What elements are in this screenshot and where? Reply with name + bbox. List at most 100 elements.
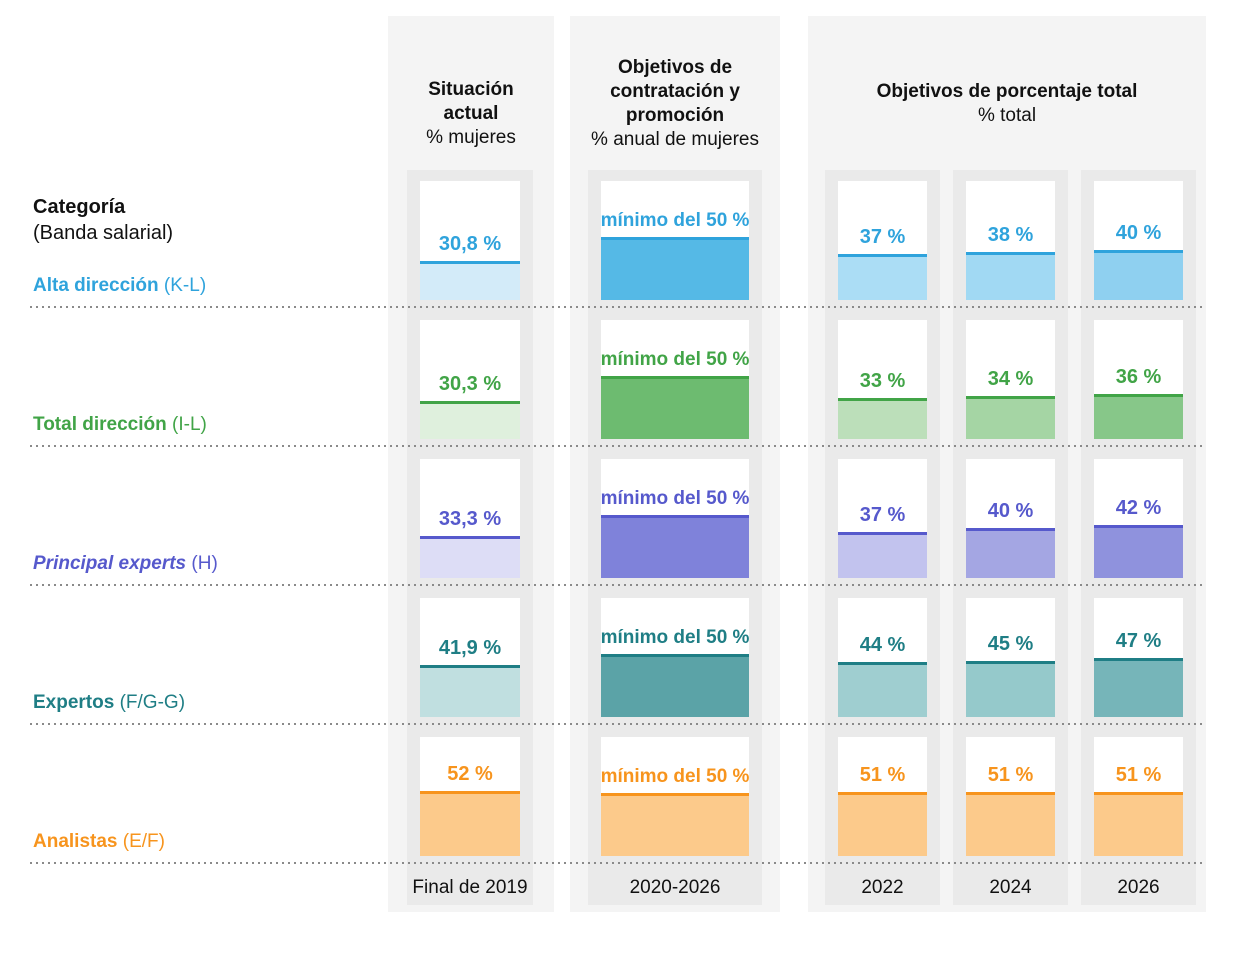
- bar-value-label: 40 %: [1115, 222, 1162, 244]
- row-separator: [30, 584, 1206, 586]
- bar: [601, 793, 749, 856]
- bar-value-label: 44 %: [859, 634, 906, 656]
- bar: [420, 261, 520, 300]
- category-header-title: Categoría: [33, 196, 126, 218]
- panel-current-subtitle: % mujeres: [426, 127, 516, 148]
- bar-cell: 51 %: [966, 737, 1055, 856]
- bar-value-label: mínimo del 50 %: [600, 210, 750, 231]
- row-separator: [30, 723, 1206, 725]
- bar: [838, 532, 927, 578]
- bar: [601, 515, 749, 578]
- panel-total-title: Objetivos de porcentaje total: [876, 81, 1138, 102]
- bar-value-label: mínimo del 50 %: [600, 349, 750, 370]
- row-separator: [30, 306, 1206, 308]
- bar: [420, 536, 520, 578]
- bar-cell: 37 %: [838, 181, 927, 300]
- row-label-band: (K-L): [158, 275, 207, 296]
- row-label-alta-direcci-n: Alta dirección (K-L): [33, 272, 206, 300]
- bar-value-label: 38 %: [987, 224, 1034, 246]
- bar: [601, 654, 749, 717]
- bar-value-label: 37 %: [859, 504, 906, 526]
- bar-cell: 44 %: [838, 598, 927, 717]
- bar: [966, 528, 1055, 578]
- bar-value-label: 30,3 %: [438, 373, 502, 395]
- bar-value-label: 41,9 %: [438, 637, 502, 659]
- bar: [1094, 394, 1183, 439]
- bar-cell: 37 %: [838, 459, 927, 578]
- bar: [601, 237, 749, 300]
- bar: [420, 401, 520, 439]
- bar-cell: 51 %: [838, 737, 927, 856]
- category-header: Categoría (Banda salarial): [33, 194, 173, 246]
- bar-value-label: mínimo del 50 %: [600, 766, 750, 787]
- bar-cell: 30,3 %: [420, 320, 520, 439]
- column-2026-track: 2026 40 % 36 % 42 % 47 % 51 %: [1081, 170, 1196, 905]
- row-label-band: (H): [186, 553, 218, 574]
- bar-value-label: 51 %: [859, 764, 906, 786]
- panel-total-header: Objetivos de porcentaje total % total: [808, 80, 1206, 128]
- bar-cell: 41,9 %: [420, 598, 520, 717]
- bar-cell: 47 %: [1094, 598, 1183, 717]
- axis-label-2026: 2026: [1117, 877, 1160, 898]
- row-label-analistas: Analistas (E/F): [33, 828, 165, 856]
- bar-cell: 42 %: [1094, 459, 1183, 578]
- bar-value-label: 51 %: [1115, 764, 1162, 786]
- bar: [838, 254, 927, 300]
- bar-value-label: 34 %: [987, 368, 1034, 390]
- bar-cell: 52 %: [420, 737, 520, 856]
- axis-label-2020-2026: 2020-2026: [629, 877, 721, 898]
- row-label-name: Total dirección: [33, 414, 167, 435]
- row-label-band: (I-L): [166, 414, 207, 435]
- panel-minimo-header: Objetivos de contratación y promoción % …: [570, 56, 780, 152]
- bar-cell: mínimo del 50 %: [601, 320, 749, 439]
- bar-cell: 34 %: [966, 320, 1055, 439]
- bar-value-label: 51 %: [987, 764, 1034, 786]
- row-label-name: Principal experts: [33, 553, 187, 574]
- bar-value-label: 33,3 %: [438, 508, 502, 530]
- row-separator: [30, 862, 1206, 864]
- bar: [966, 252, 1055, 300]
- bar-value-label: 40 %: [987, 500, 1034, 522]
- panel-total-percentage-targets: Objetivos de porcentaje total % total 20…: [808, 16, 1206, 912]
- bar-cell: mínimo del 50 %: [601, 737, 749, 856]
- bar-cell: 40 %: [1094, 181, 1183, 300]
- column-2022-track: 2022 37 % 33 % 37 % 44 % 51 %: [825, 170, 940, 905]
- bar: [601, 376, 749, 439]
- bar: [420, 665, 520, 717]
- bar-cell: 38 %: [966, 181, 1055, 300]
- bar-value-label: 52 %: [447, 763, 493, 785]
- bar-value-label: 47 %: [1115, 630, 1162, 652]
- panel-total-subtitle: % total: [977, 105, 1037, 126]
- row-label-name: Expertos: [33, 692, 115, 713]
- bar-value-label: 36 %: [1115, 366, 1162, 388]
- bar-cell: 36 %: [1094, 320, 1183, 439]
- column-2024-track: 2024 38 % 34 % 40 % 45 % 51 %: [953, 170, 1068, 905]
- row-label-name: Alta dirección: [33, 275, 159, 296]
- bar-cell: 51 %: [1094, 737, 1183, 856]
- bar-cell: 45 %: [966, 598, 1055, 717]
- category-header-subtitle: (Banda salarial): [33, 222, 174, 244]
- bar-cell: mínimo del 50 %: [601, 598, 749, 717]
- bar-value-label: mínimo del 50 %: [600, 488, 750, 509]
- bar: [1094, 792, 1183, 856]
- bar-value-label: mínimo del 50 %: [600, 627, 750, 648]
- bar-value-label: 37 %: [859, 226, 906, 248]
- panel-hiring-promotion-targets: Objetivos de contratación y promoción % …: [570, 16, 780, 912]
- bar: [838, 792, 927, 856]
- row-label-band: (E/F): [117, 831, 165, 852]
- bar: [1094, 658, 1183, 717]
- bar: [1094, 525, 1183, 578]
- bar: [420, 791, 520, 856]
- bar-cell: mínimo del 50 %: [601, 181, 749, 300]
- row-label-expertos: Expertos (F/G-G): [33, 689, 185, 717]
- bar: [966, 792, 1055, 856]
- bar-value-label: 42 %: [1115, 497, 1162, 519]
- row-label-name: Analistas: [33, 831, 118, 852]
- bar-value-label: 33 %: [859, 370, 906, 392]
- bar-cell: 33,3 %: [420, 459, 520, 578]
- bar: [838, 398, 927, 439]
- axis-label-final-2019: Final de 2019: [412, 877, 528, 898]
- bar: [966, 661, 1055, 717]
- bar-cell: 30,8 %: [420, 181, 520, 300]
- bar: [1094, 250, 1183, 300]
